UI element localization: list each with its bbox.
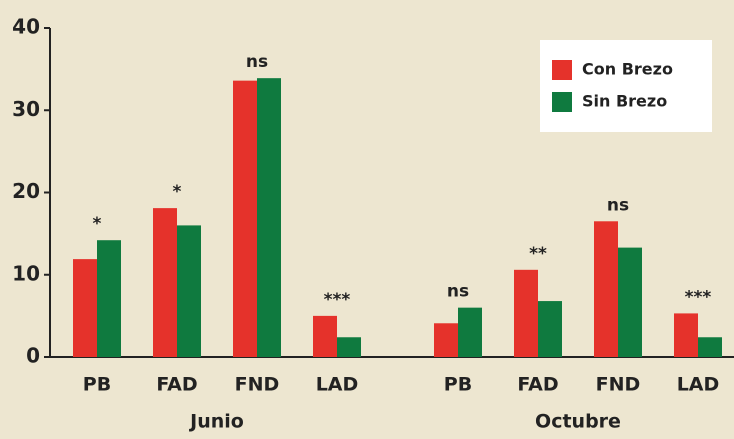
legend-label: Sin Brezo	[582, 92, 667, 111]
x-tick-label: PB	[83, 374, 111, 396]
group-label: Junio	[188, 411, 244, 433]
bar	[153, 208, 177, 357]
y-tick-label: 40	[12, 15, 40, 39]
group-label: Octubre	[535, 411, 621, 433]
y-tick-label: 30	[12, 97, 40, 121]
x-tick-label: FAD	[517, 374, 558, 396]
bar	[594, 221, 618, 357]
legend-box	[540, 40, 712, 132]
x-tick-label: FND	[596, 374, 641, 396]
bar	[618, 247, 642, 357]
y-tick-label: 0	[26, 344, 40, 368]
x-tick-label: FAD	[156, 374, 197, 396]
significance-label: **	[529, 244, 547, 264]
bar	[538, 301, 562, 357]
bar	[233, 80, 257, 357]
bar	[698, 337, 722, 357]
bar	[97, 240, 121, 357]
bar	[674, 313, 698, 357]
bar	[177, 225, 201, 357]
bar	[313, 315, 337, 357]
legend-swatch	[552, 60, 572, 80]
y-tick-label: 20	[12, 179, 40, 203]
x-tick-label: LAD	[677, 374, 720, 396]
significance-label: ***	[324, 290, 351, 310]
y-tick-label: 10	[12, 261, 40, 285]
x-tick-label: PB	[444, 374, 472, 396]
bar	[257, 78, 281, 358]
bar	[434, 323, 458, 357]
legend-label: Con Brezo	[582, 60, 673, 79]
significance-label: ns	[447, 282, 469, 302]
x-tick-label: LAD	[316, 374, 359, 396]
significance-label: ns	[607, 195, 629, 215]
bar	[458, 307, 482, 357]
x-tick-label: FND	[235, 374, 280, 396]
legend-swatch	[552, 92, 572, 112]
significance-label: *	[173, 182, 182, 202]
significance-label: *	[93, 214, 102, 234]
bar	[337, 337, 361, 357]
bar	[514, 269, 538, 357]
significance-label: ns	[246, 52, 268, 72]
significance-label: ***	[685, 287, 712, 307]
bar	[73, 259, 97, 357]
